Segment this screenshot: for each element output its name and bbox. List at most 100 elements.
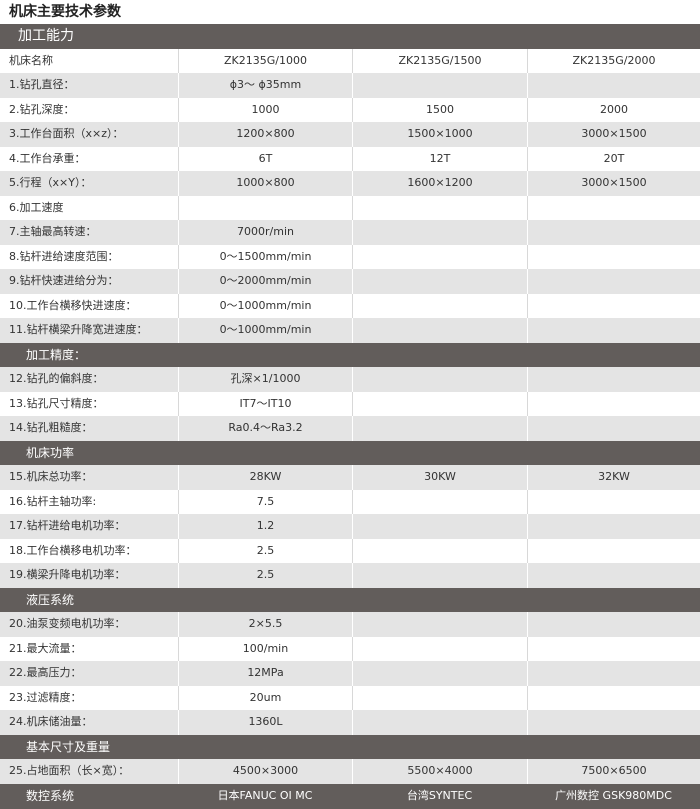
table-row: 7.主轴最高转速： 7000r/min xyxy=(0,220,700,245)
table-row: 12.钻孔的偏斜度： 孔深×1/1000 xyxy=(0,367,700,392)
param-value: 1200×800 xyxy=(178,122,352,147)
param-label: 24.机床储油量： xyxy=(9,715,93,729)
cnc-system-value: 广州数控 GSK980MDC xyxy=(555,788,672,802)
param-value xyxy=(527,685,700,711)
param-value xyxy=(527,367,700,392)
param-value: 1360L xyxy=(178,710,352,735)
param-value: 20T xyxy=(527,146,700,172)
param-value: 100/min xyxy=(178,636,352,662)
param-label: 5.行程（x×Y）： xyxy=(9,176,92,190)
param-label: 2.钻孔深度： xyxy=(9,102,75,116)
page-title: 机床主要技术参数 xyxy=(9,4,121,20)
param-value: 30KW xyxy=(352,465,527,490)
param-value xyxy=(527,710,700,735)
param-value xyxy=(178,195,352,221)
param-value xyxy=(352,661,527,686)
param-value: 1000×800 xyxy=(178,171,352,196)
param-value: 2.5 xyxy=(178,538,352,564)
param-label: 21.最大流量： xyxy=(9,641,82,655)
param-value xyxy=(352,367,527,392)
param-label: 11.钻杆横梁升降宽进速度： xyxy=(9,323,148,337)
table-row: 1.钻孔直径： ϕ3～ ϕ35mm xyxy=(0,73,700,98)
param-value xyxy=(352,244,527,270)
table-row: 14.钻孔粗糙度： Ra0.4～Ra3.2 xyxy=(0,416,700,441)
param-value: 7.5 xyxy=(178,489,352,515)
param-label: 23.过滤精度： xyxy=(9,690,82,704)
param-label: 19.横梁升降电机功率： xyxy=(9,568,126,582)
param-label: 12.钻孔的偏斜度： xyxy=(9,372,104,386)
param-value: 0～1000mm/min xyxy=(178,293,352,319)
param-value xyxy=(527,244,700,270)
param-value xyxy=(527,612,700,637)
param-value: ZK2135G/2000 xyxy=(527,48,700,74)
param-value xyxy=(352,220,527,245)
param-value xyxy=(527,538,700,564)
param-value: 0～1500mm/min xyxy=(178,244,352,270)
table-row: 16.钻杆主轴功率: 7.5 xyxy=(0,489,700,515)
param-label: 18.工作台横移电机功率： xyxy=(9,543,137,557)
param-value: 2.5 xyxy=(178,563,352,588)
param-value xyxy=(527,514,700,539)
param-value: IT7～IT10 xyxy=(178,391,352,417)
table-row: 25.占地面积（长×宽）： 4500×3000 5500×4000 7500×6500 xyxy=(0,759,700,784)
param-label: 22.最高压力： xyxy=(9,666,82,680)
cnc-system-value: 台湾SYNTEC xyxy=(406,788,473,802)
param-value: 12T xyxy=(352,146,527,172)
param-label: 20.油泵变频电机功率： xyxy=(9,617,126,631)
table-row: 2.钻孔深度： 1000 1500 2000 xyxy=(0,97,700,123)
table-row: 6.加工速度 xyxy=(0,195,700,221)
param-value xyxy=(527,661,700,686)
param-value xyxy=(352,538,527,564)
param-value: 2000 xyxy=(527,97,700,123)
param-value: 1500×1000 xyxy=(352,122,527,147)
param-value xyxy=(527,73,700,98)
param-label: 10.工作台横移快进速度： xyxy=(9,298,137,312)
table-row: 23.过滤精度： 20um xyxy=(0,685,700,711)
param-value xyxy=(352,710,527,735)
param-value xyxy=(527,220,700,245)
table-row: 13.钻孔尺寸精度： IT7～IT10 xyxy=(0,391,700,417)
table-row: 8.钻杆进给速度范围： 0～1500mm/min xyxy=(0,244,700,270)
param-value xyxy=(352,391,527,417)
param-label: 13.钻孔尺寸精度： xyxy=(9,396,104,410)
param-value: 4500×3000 xyxy=(178,759,352,784)
param-value xyxy=(352,612,527,637)
table-row: 20.油泵变频电机功率： 2×5.5 xyxy=(0,612,700,637)
param-label: 6.加工速度 xyxy=(9,200,64,214)
param-value: 1600×1200 xyxy=(352,171,527,196)
param-value xyxy=(352,416,527,441)
param-value: 1500 xyxy=(352,97,527,123)
param-value xyxy=(352,685,527,711)
table-row: 5.行程（x×Y）： 1000×800 1600×1200 3000×1500 xyxy=(0,171,700,196)
param-value xyxy=(527,416,700,441)
param-value: Ra0.4～Ra3.2 xyxy=(178,416,352,441)
param-value xyxy=(527,318,700,343)
section-header: 加工精度： xyxy=(0,342,700,368)
param-value: 0～2000mm/min xyxy=(178,269,352,294)
param-value xyxy=(527,636,700,662)
param-value xyxy=(352,318,527,343)
param-value: 3000×1500 xyxy=(527,171,700,196)
param-value: 28KW xyxy=(178,465,352,490)
param-value xyxy=(352,636,527,662)
param-label: 机床名称 xyxy=(9,53,53,67)
param-value: ZK2135G/1500 xyxy=(352,48,527,74)
cnc-system-value: 日本FANUC OI MC xyxy=(217,788,313,802)
param-value xyxy=(352,73,527,98)
param-label: 7.主轴最高转速： xyxy=(9,225,97,239)
param-label: 25.占地面积（长×宽）： xyxy=(9,764,130,778)
param-label: 15.机床总功率： xyxy=(9,470,93,484)
param-value xyxy=(527,195,700,221)
table-row: 21.最大流量： 100/min xyxy=(0,636,700,662)
param-value: 1000 xyxy=(178,97,352,123)
spec-table: 加工能力 机床名称 ZK2135G/1000 ZK2135G/1500 ZK2135G/… xyxy=(0,24,700,784)
param-value: 20um xyxy=(178,685,352,711)
param-value: 孔深×1/1000 xyxy=(178,367,352,392)
param-value xyxy=(352,514,527,539)
param-value: 32KW xyxy=(527,465,700,490)
table-row: 24.机床储油量： 1360L xyxy=(0,710,700,735)
table-row: 4.工作台承重： 6T 12T 20T xyxy=(0,146,700,172)
param-value: 6T xyxy=(178,146,352,172)
section-header: 机床功率 xyxy=(0,440,700,466)
param-value xyxy=(352,293,527,319)
